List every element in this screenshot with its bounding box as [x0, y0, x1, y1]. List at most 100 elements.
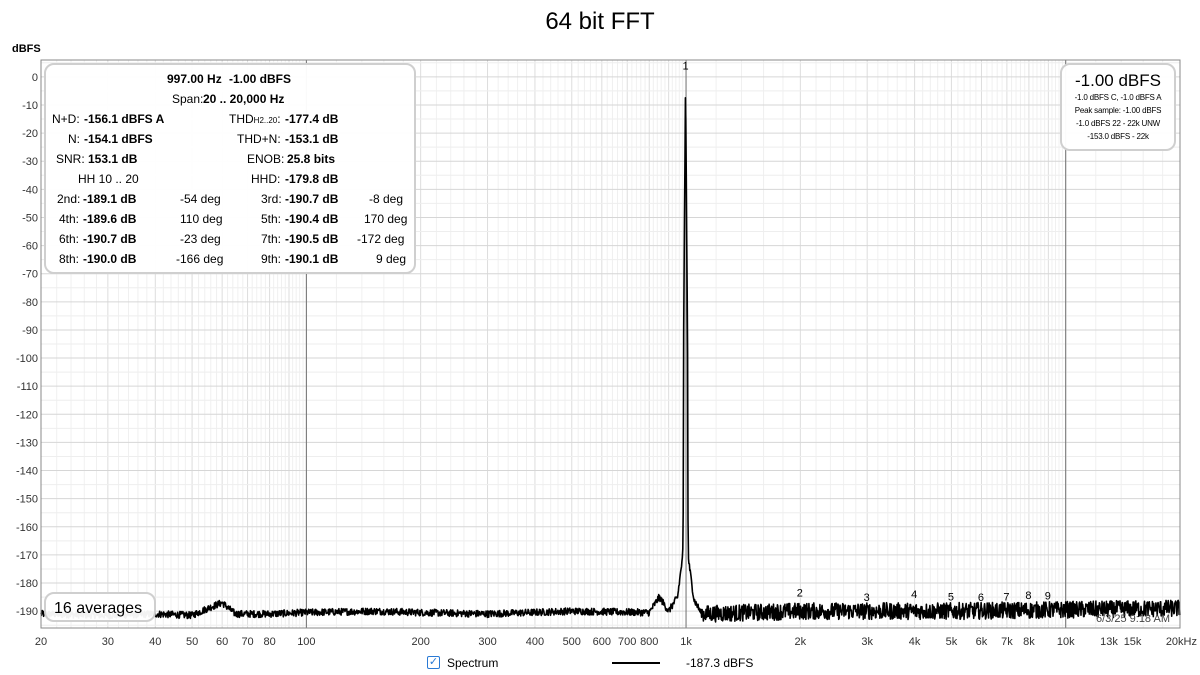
chart-title: 64 bit FFT	[545, 8, 655, 35]
y-tick-label: -40	[22, 184, 38, 196]
peak-level-panel[interactable]: -1.00 dBFS -1.0 dBFS C, -1.0 dBFS A Peak…	[1060, 63, 1176, 151]
harmonic-3-phase: -8 deg	[369, 192, 404, 206]
x-tick-label: 400	[526, 636, 544, 648]
peak-detail-4: -153.0 dBFS - 22k	[1087, 132, 1149, 141]
x-tick-label: 20	[35, 636, 47, 648]
hh-range: HH 10 .. 20	[78, 172, 139, 186]
y-tick-label: -160	[16, 522, 38, 534]
n-label: N:	[68, 132, 80, 146]
x-tick-label: 500	[563, 636, 581, 648]
harmonic-8-phase: -166 deg	[176, 252, 224, 266]
span-label: Span:	[172, 92, 204, 106]
harmonic-marker-label: 5	[948, 591, 954, 603]
fundamental-freq: 997.00 Hz	[167, 72, 222, 86]
y-tick-label: -170	[16, 550, 38, 562]
x-tick-label: 5k	[946, 636, 958, 648]
legend-series-name[interactable]: Spectrum	[447, 656, 499, 670]
y-tick-label: -190	[16, 606, 38, 618]
x-tick-label: 700	[618, 636, 636, 648]
x-tick-label: 200	[411, 636, 429, 648]
harmonic-marker-label: 9	[1045, 590, 1051, 602]
harmonic-9-label: 9th:	[261, 252, 282, 266]
x-tick-label: 300	[478, 636, 496, 648]
x-tick-label: 13k	[1100, 636, 1118, 648]
harmonic-6-label: 6th:	[59, 232, 80, 246]
harmonic-5-phase: 170 deg	[364, 212, 408, 226]
harmonic-5-value: -190.4 dB	[285, 212, 339, 226]
y-axis-labels: 0 -10 -20 -30 -40 -50 -60 -70 -80 -90 -100 -110 -120…	[16, 72, 38, 618]
peak-detail-1: -1.0 dBFS C, -1.0 dBFS A	[1074, 93, 1162, 102]
harmonic-2-label: 2nd:	[57, 192, 81, 206]
legend-series-value: -187.3 dBFS	[686, 656, 754, 670]
harmonic-marker-label: 6	[978, 592, 984, 604]
peak-detail-3: -1.0 dBFS 22 - 22k UNW	[1075, 119, 1161, 128]
x-tick-label: 600	[593, 636, 611, 648]
enob-value: 25.8 bits	[287, 152, 336, 166]
y-tick-label: -110	[17, 381, 38, 393]
x-tick-label: 20kHz	[1166, 636, 1197, 648]
hhd-value: -179.8 dB	[285, 172, 339, 186]
y-tick-label: -120	[16, 409, 38, 421]
n-value: -154.1 dBFS	[84, 132, 153, 146]
harmonic-9-value: -190.1 dB	[285, 252, 339, 266]
thd-stats-panel[interactable]: 997.00 Hz -1.00 dBFS Span: 20 .. 20,000 …	[44, 63, 416, 274]
legend-swatch	[612, 662, 660, 664]
y-tick-label: -80	[22, 297, 38, 309]
harmonic-4-label: 4th:	[59, 212, 80, 226]
averages-badge: 16 averages	[44, 592, 156, 622]
peak-level-value: -1.00 dBFS	[1075, 71, 1161, 90]
harmonic-marker-label: 3	[864, 592, 870, 604]
snr-label: SNR:	[56, 152, 85, 166]
x-tick-label: 7k	[1001, 636, 1013, 648]
y-tick-label: -50	[22, 212, 38, 224]
y-tick-label: -70	[22, 269, 38, 281]
x-tick-label: 15k	[1124, 636, 1142, 648]
y-tick-label: -30	[22, 156, 38, 168]
harmonic-marker-label: 8	[1025, 590, 1031, 602]
harmonic-4-value: -189.6 dB	[83, 212, 137, 226]
harmonic-6-value: -190.7 dB	[83, 232, 137, 246]
x-tick-label: 3k	[861, 636, 873, 648]
x-axis-labels: 20 30 40 50 60 70 80 100 200 300 400 500 600 700 800 1k…	[35, 636, 1197, 648]
harmonic-2-value: -189.1 dB	[83, 192, 137, 206]
harmonic-marker-label: 1	[682, 61, 688, 73]
y-tick-label: -20	[22, 128, 38, 140]
y-tick-label: -150	[16, 494, 38, 506]
snr-value: 153.1 dB	[88, 152, 138, 166]
x-tick-label: 10k	[1057, 636, 1075, 648]
harmonic-4-phase: 110 deg	[180, 212, 223, 226]
y-tick-label: -100	[16, 353, 38, 365]
x-tick-label: 50	[186, 636, 198, 648]
harmonic-marker-label: 7	[1003, 592, 1009, 604]
y-tick-label: -90	[22, 325, 38, 337]
x-tick-label: 100	[297, 636, 315, 648]
x-tick-label: 6k	[976, 636, 988, 648]
harmonic-marker-label: 4	[911, 589, 917, 601]
harmonic-7-value: -190.5 dB	[285, 232, 339, 246]
x-tick-label: 40	[149, 636, 161, 648]
x-tick-label: 70	[241, 636, 253, 648]
nd-label: N+D:	[52, 112, 80, 126]
x-tick-label: 2k	[795, 636, 807, 648]
spectrum-trace	[40, 97, 1181, 623]
y-tick-label: -140	[16, 466, 38, 478]
harmonic-marker-label: 2	[797, 588, 803, 600]
x-tick-label: 60	[216, 636, 228, 648]
harmonic-markers: 1 2 3 4 5 6 7 8 9	[682, 61, 1050, 604]
thd-value: -177.4 dB	[285, 112, 339, 126]
x-tick-label: 4k	[909, 636, 921, 648]
harmonic-9-phase: 9 deg	[376, 252, 407, 266]
y-tick-label: -60	[22, 241, 38, 253]
enob-label: ENOB:	[247, 152, 285, 166]
harmonic-2-phase: -54 deg	[180, 192, 221, 206]
span-value: 20 .. 20,000 Hz	[203, 92, 285, 106]
x-tick-label: 1k	[680, 636, 692, 648]
harmonic-8-label: 8th:	[59, 252, 80, 266]
spectrum-checkbox[interactable]: ✓	[427, 656, 440, 669]
x-tick-label: 8k	[1023, 636, 1035, 648]
y-tick-label: -130	[16, 437, 38, 449]
harmonic-3-label: 3rd:	[261, 192, 282, 206]
y-tick-label: -10	[22, 100, 38, 112]
harmonic-7-label: 7th:	[261, 232, 282, 246]
harmonic-7-phase: -172 deg	[357, 232, 405, 246]
